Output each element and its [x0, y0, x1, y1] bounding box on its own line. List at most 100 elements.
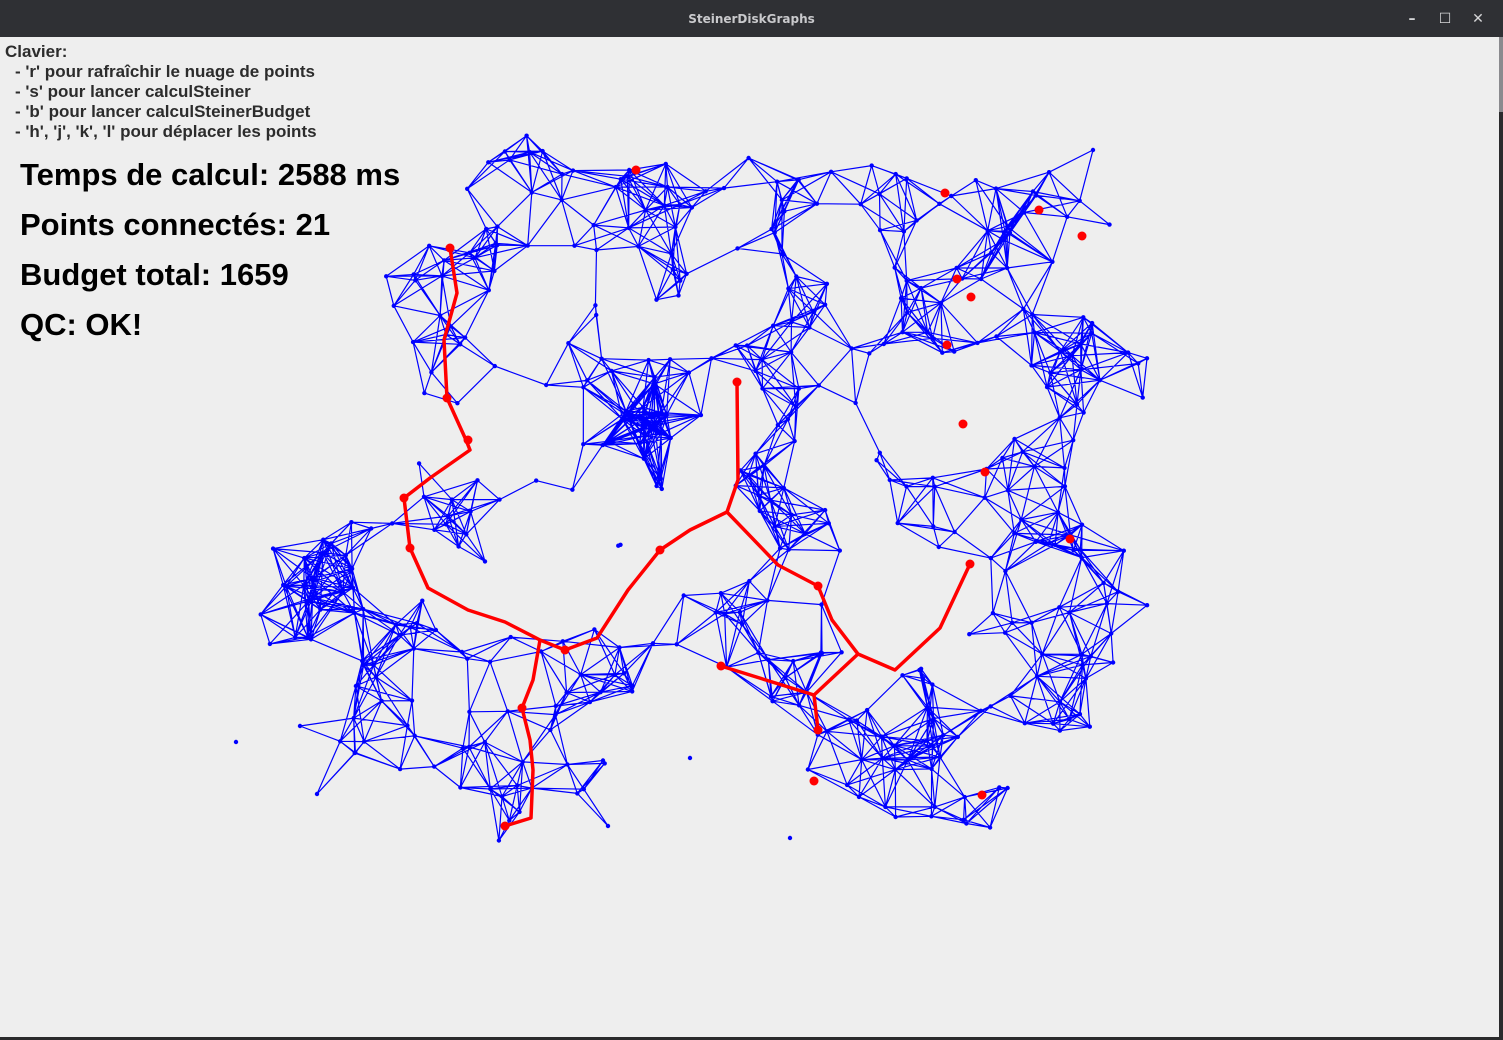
graph-point	[609, 368, 614, 374]
close-button[interactable]: ✕	[1472, 11, 1484, 27]
graph-point	[905, 757, 910, 763]
graph-canvas[interactable]: Clavier: - 'r' pour rafraîchir le nuage …	[0, 37, 1499, 1037]
graph-point	[816, 383, 821, 388]
graph-point	[1097, 378, 1103, 383]
disk-graph-drawing	[233, 133, 1150, 843]
graph-point	[952, 349, 957, 354]
graph-point	[1055, 510, 1061, 515]
graph-point	[1081, 315, 1086, 320]
graph-point	[1007, 230, 1013, 236]
graph-point	[233, 739, 239, 745]
terminal-point	[952, 274, 962, 284]
graph-point	[904, 484, 909, 489]
graph-point	[792, 438, 797, 444]
graph-point	[1140, 395, 1145, 400]
graph-point	[640, 405, 646, 410]
minimize-button[interactable]: –	[1408, 11, 1416, 27]
graph-point	[618, 177, 623, 182]
graph-point	[846, 717, 851, 722]
graph-point	[779, 197, 785, 203]
graph-point	[293, 635, 298, 640]
help-heading: Clavier:	[5, 42, 68, 61]
graph-point	[925, 330, 930, 335]
graph-point	[703, 189, 708, 194]
graph-point	[997, 785, 1002, 790]
graph-point	[987, 825, 993, 830]
graph-point	[955, 734, 960, 740]
graph-point	[994, 334, 999, 339]
graph-point	[1079, 522, 1085, 527]
graph-point	[591, 222, 596, 228]
graph-point	[975, 340, 980, 346]
graph-point	[527, 149, 532, 155]
scrollbar-thumb[interactable]	[1499, 37, 1503, 112]
graph-point	[822, 507, 828, 513]
vertical-scrollbar[interactable]	[1499, 37, 1503, 1040]
graph-point	[492, 268, 497, 274]
title-bar[interactable]: SteinerDiskGraphs – ☐ ✕	[0, 0, 1503, 37]
graph-point	[678, 278, 683, 283]
graph-point	[740, 622, 745, 627]
graph-point	[439, 273, 445, 279]
graph-point	[540, 148, 545, 154]
graph-point	[756, 493, 761, 498]
graph-point	[353, 750, 358, 755]
graph-point	[600, 758, 606, 763]
graph-point	[1053, 542, 1058, 547]
graph-point	[1020, 449, 1025, 454]
graph-point	[641, 456, 647, 461]
graph-point	[1000, 455, 1005, 461]
graph-point	[746, 472, 751, 478]
graph-point	[673, 224, 678, 230]
graph-point	[930, 475, 935, 480]
maximize-button[interactable]: ☐	[1438, 11, 1452, 27]
graph-point	[429, 370, 434, 375]
terminal-point	[655, 545, 665, 555]
compute-time-label: Temps de calcul: 2588 ms	[20, 157, 401, 192]
graph-point	[505, 709, 510, 714]
graph-point	[1074, 402, 1080, 407]
graph-point	[581, 442, 586, 447]
graph-point	[856, 794, 862, 800]
graph-point	[578, 672, 583, 677]
graph-point	[594, 247, 599, 253]
graph-point	[1078, 547, 1083, 552]
terminal-point	[809, 776, 819, 786]
graph-point	[456, 544, 461, 549]
graph-point	[929, 766, 934, 772]
graph-point	[670, 267, 675, 272]
graph-point	[962, 794, 967, 800]
graph-point	[361, 606, 366, 612]
graph-point	[314, 791, 320, 797]
graph-point	[564, 690, 569, 695]
graph-point	[654, 297, 659, 302]
graph-point	[605, 823, 611, 829]
graph-point	[1008, 693, 1013, 698]
graph-point	[623, 409, 629, 414]
graph-point	[668, 435, 673, 441]
graph-point	[1078, 341, 1083, 347]
graph-point	[1005, 488, 1011, 493]
graph-point	[544, 382, 549, 388]
graph-point	[318, 607, 323, 612]
graph-point	[811, 309, 816, 315]
graph-point	[1078, 367, 1084, 372]
graph-point	[538, 649, 544, 654]
graph-point	[486, 160, 491, 165]
graph-point	[620, 417, 625, 422]
graph-point	[892, 265, 897, 270]
graph-point	[636, 244, 641, 249]
graph-point	[643, 207, 648, 213]
window-title: SteinerDiskGraphs	[688, 12, 815, 26]
terminal-point	[1034, 205, 1044, 215]
graph-point	[390, 521, 395, 526]
graph-point	[416, 461, 422, 466]
terminal-point	[716, 661, 726, 671]
graph-point	[914, 218, 919, 223]
graph-point	[422, 390, 427, 396]
graph-point	[747, 578, 752, 584]
graph-point	[353, 683, 359, 689]
graph-point	[281, 582, 286, 588]
graph-point	[1144, 356, 1150, 361]
graph-point	[412, 733, 417, 738]
